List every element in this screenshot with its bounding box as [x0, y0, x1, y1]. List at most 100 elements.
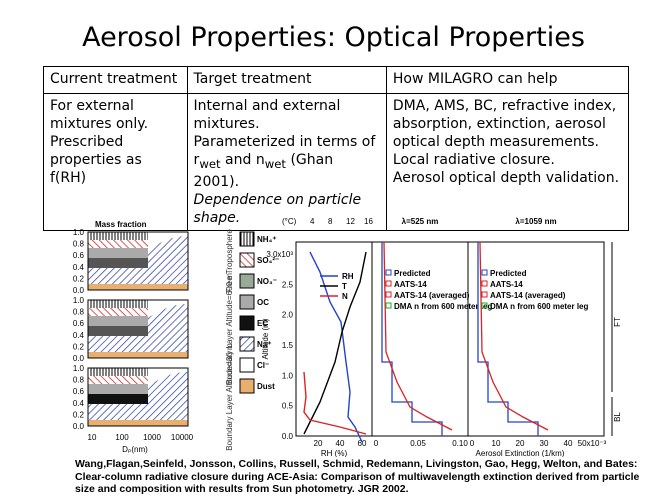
x-tick-label: 40 [564, 439, 573, 448]
text-run: Internal and external mixtures. [193, 98, 341, 132]
y-axis-label: Altitude (m) [261, 318, 270, 359]
y-tick-label: 1.0 [73, 364, 85, 373]
legend-label: NH₄⁺ [257, 235, 277, 244]
x-tick-label: 0.05 [410, 439, 426, 448]
band [88, 376, 148, 384]
table-cell: For external mixtures only. Prescribed pr… [43, 93, 188, 231]
comparison-table: Current treatment Target treatment How MIL… [43, 66, 630, 231]
x-tick-label: 30 [540, 439, 549, 448]
legend-marker [481, 269, 488, 276]
aats-line [383, 241, 453, 431]
text-run: (Ghan 2001). [193, 152, 334, 190]
top-tick-label: (°C) [282, 217, 297, 226]
column-header: Target treatment [186, 66, 387, 94]
x-tick-label: 10 [88, 433, 97, 442]
y-tick-label: 0.2 [73, 410, 85, 419]
legend-label: EC [257, 319, 268, 328]
text-run: Parameterized in terms of r [193, 134, 376, 168]
panel-label: λ=525 nm [402, 217, 439, 226]
band [88, 326, 148, 336]
x-tick-label: 60 [358, 439, 367, 448]
y-tick-label: 0.2 [73, 342, 85, 351]
y-tick-label: 0.6 [73, 251, 85, 260]
x-tick-label: 40 [336, 439, 345, 448]
legend-label: N [342, 292, 348, 301]
layer-label: Boundary Layer Altitude=30 m [225, 343, 234, 451]
panel-label: λ=1059 nm [515, 217, 556, 226]
band [88, 240, 148, 248]
x-axis-label: RH (%) [321, 449, 348, 457]
x-tick-label: 1000 [143, 433, 161, 442]
legend-label: AATS-14 (averaged) [490, 291, 566, 300]
layer-label: Boundary Layer Altitude=600 m [225, 273, 234, 385]
x-tick-label: 10 [492, 439, 501, 448]
x-tick-label: 20 [516, 439, 525, 448]
cell-paragraph: Internal and external mixtures. [194, 97, 380, 133]
legend-label: T [342, 282, 347, 291]
column-header: How MILAGRO can help [385, 66, 630, 94]
legend-label: DMA n from 600 meter leg [490, 302, 589, 311]
panel-title: Mass fraction [95, 220, 147, 229]
y-tick-label: 0.8 [73, 240, 85, 249]
y-tick-label: 0.0 [73, 422, 85, 431]
legend-label: Predicted [394, 269, 431, 278]
slide-title: Aerosol Properties: Optical Properties [82, 22, 585, 53]
x-tick-label: 50x10⁻³ [578, 439, 607, 448]
cell-paragraph: Parameterized in terms of rwet and nwet … [194, 133, 380, 191]
text-run: Aerosol optical depth validation. [392, 170, 620, 186]
subscript: wet [199, 156, 221, 171]
region-label: FT [613, 317, 622, 327]
legend-label: RH [342, 272, 354, 281]
legend-marker [385, 280, 392, 287]
band [88, 284, 188, 290]
column-header: Current treatment [43, 66, 188, 94]
y-tick-label: 1.0 [73, 296, 85, 305]
x-tick-label: 20 [314, 439, 323, 448]
y-tick-label: 3.0x10³ [266, 250, 293, 259]
y-tick-label: 0.6 [73, 319, 85, 328]
x-tick-label: 0 [374, 439, 379, 448]
x-tick-label: 0 [470, 439, 475, 448]
cell-paragraph: For external mixtures only. [50, 97, 181, 133]
legend-label: Dust [257, 382, 275, 391]
y-tick-label: 0.5 [282, 402, 294, 411]
y-tick-label: 0.0 [73, 354, 85, 363]
legend-label: SO₄²⁻ [257, 256, 279, 265]
band [88, 308, 148, 316]
legend-swatch [239, 378, 255, 394]
legend-label: OC [257, 298, 269, 307]
y-tick-label: 0.2 [73, 274, 85, 283]
legend-swatch [239, 357, 255, 373]
x-tick-label: 10000 [171, 433, 194, 442]
subpanel-frame [87, 299, 189, 359]
y-tick-label: 0.8 [73, 308, 85, 317]
text-run: and n [220, 152, 265, 168]
band [88, 394, 148, 404]
top-tick-label: 8 [328, 217, 333, 226]
legend-label: AATS-14 [490, 280, 523, 289]
y-tick-label: 0.8 [73, 376, 85, 385]
figure: Mass fraction 0.0 0.2 0.4 0.6 0.8 1.0 Free Trop… [73, 217, 622, 457]
legend-label: AATS-14 (averaged) [394, 291, 470, 300]
band [88, 316, 148, 326]
legend-label: NO₃⁻ [257, 277, 277, 286]
top-tick-label: 4 [310, 217, 315, 226]
region-label: BL [613, 412, 622, 422]
y-tick-label: 0.0 [73, 286, 85, 295]
y-tick-label: 2.0 [282, 311, 294, 320]
legend-swatch [239, 231, 255, 247]
table-cell: DMA, AMS, BC, refractive index, absorpti… [385, 93, 630, 231]
cell-paragraph: DMA, AMS, BC, refractive index, absorpti… [393, 97, 622, 151]
legend-swatch [239, 315, 255, 331]
x-tick-label: 100 [115, 433, 129, 442]
legend-label: Predicted [490, 269, 527, 278]
band [88, 368, 148, 376]
legend-label: AATS-14 [394, 280, 427, 289]
y-tick-label: 1.0 [282, 371, 294, 380]
legend-marker [481, 291, 488, 298]
y-tick-label: 1.0 [73, 228, 85, 237]
rh-line [309, 251, 363, 443]
y-tick-label: 0.4 [73, 399, 85, 408]
header-row: Current treatment Target treatment How MIL… [43, 66, 630, 94]
